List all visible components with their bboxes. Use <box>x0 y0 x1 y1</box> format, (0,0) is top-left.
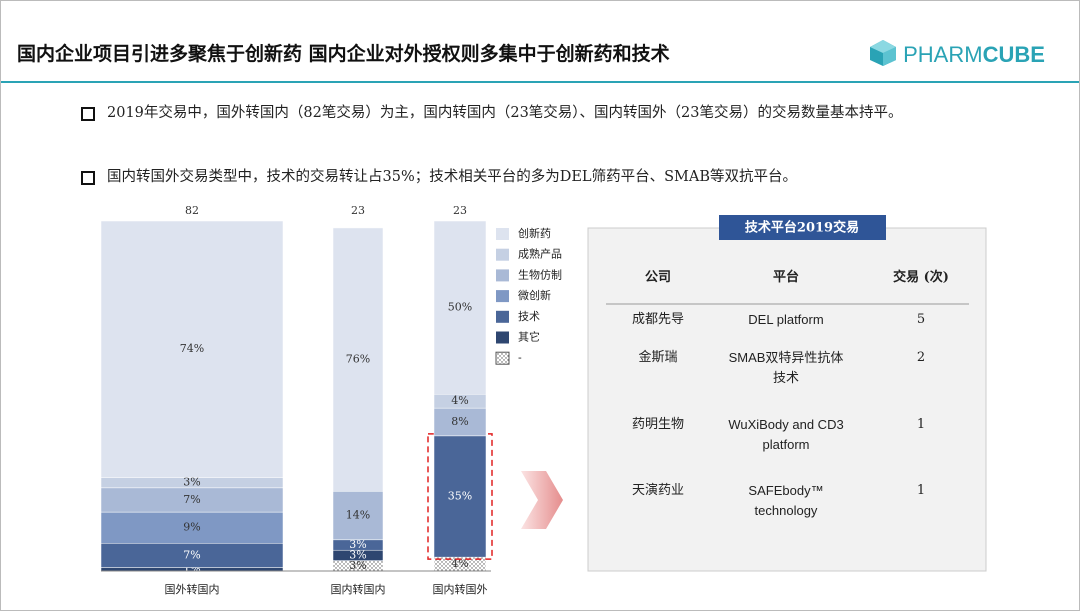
bar-segment <box>100 511 284 544</box>
value-label: 7% <box>183 493 200 506</box>
bar-segment <box>100 543 284 568</box>
value-label: 9% <box>183 521 200 534</box>
bar-segment <box>100 220 284 478</box>
legend-swatch <box>496 331 509 344</box>
slide-title: 国内企业项目引进多聚焦于创新药 国内企业对外授权则多集中于创新药和技术 <box>17 43 670 65</box>
bar-segment <box>332 491 384 541</box>
table-cell: SAFEbody™ technology <box>748 483 824 518</box>
table-cell: WuXiBody and CD3 platform <box>728 417 844 452</box>
legend-label: - <box>518 351 522 364</box>
logo: PHARMCUBE <box>869 39 1045 68</box>
legend-swatch <box>495 351 510 365</box>
bar-segment <box>433 435 487 558</box>
table-cell: 药明生物 <box>631 417 685 432</box>
table-header: 平台 <box>772 270 800 285</box>
bullet: 2019年交易中，国外转国内（82笔交易）为主，国内转国内（23笔交易）、国内转… <box>81 97 931 129</box>
table-cell: 天演药业 <box>631 483 685 498</box>
header-rule <box>1 81 1079 83</box>
legend-swatch <box>496 269 509 282</box>
table-header: 交易 (次) <box>893 270 949 285</box>
table-cell: DEL platform <box>748 312 824 327</box>
value-label: 7% <box>183 548 200 561</box>
table-cell: 2 <box>916 350 926 365</box>
total-label: 23 <box>351 204 365 217</box>
value-label: 3% <box>349 538 366 551</box>
table-cell: 1 <box>916 417 926 432</box>
value-label: 35% <box>448 489 472 502</box>
bullet: 国内转国外交易类型中，技术的交易转让占35%；技术相关平台的多为DEL筛药平台、… <box>81 161 931 193</box>
total-label: 82 <box>185 204 199 217</box>
bar-segment <box>332 227 384 492</box>
x-tick-label: 国内转国外 <box>433 582 488 596</box>
table-header: 公司 <box>644 270 672 285</box>
legend-label: 其它 <box>518 330 540 344</box>
table-title: 技术平台2019交易 <box>745 220 859 236</box>
bar-segment <box>100 487 284 513</box>
x-tick-label: 国内转国内 <box>331 582 386 596</box>
bar-segment <box>433 407 487 437</box>
table-cell: 5 <box>916 312 926 327</box>
bar-segment <box>433 220 487 395</box>
logo-text: PHARM <box>903 42 983 67</box>
legend-swatch <box>496 228 509 240</box>
value-label: 76% <box>346 353 370 366</box>
value-label: 3% <box>183 476 200 489</box>
table-panel <box>587 227 987 572</box>
table-cell: 1 <box>916 483 926 498</box>
legend-label: 技术 <box>518 310 540 323</box>
legend-swatch <box>496 310 509 323</box>
value-label: 50% <box>448 301 472 314</box>
legend-label: 创新药 <box>518 226 551 240</box>
value-label: 4% <box>451 394 468 407</box>
legend-label: 微创新 <box>518 288 551 302</box>
table-cell: 成都先导 <box>631 312 685 327</box>
legend-swatch <box>496 248 509 261</box>
value-label: 4% <box>451 557 468 570</box>
logo-text-bold: CUBE <box>982 42 1045 67</box>
value-label: 3% <box>349 548 366 561</box>
value-label: 8% <box>451 415 468 428</box>
legend-label: 成熟产品 <box>518 247 562 261</box>
table-title-box <box>719 215 886 240</box>
logo-icon <box>870 40 896 66</box>
value-label: 3% <box>349 559 366 572</box>
legend-swatch <box>496 290 509 303</box>
legend-label: 生物仿制 <box>518 267 562 281</box>
x-tick-label: 国外转国内 <box>165 582 220 596</box>
table-cell: SMAB双特异性抗体技术 <box>728 350 844 385</box>
value-label: 14% <box>346 509 370 522</box>
table-cell: 金斯瑞 <box>638 350 678 365</box>
total-label: 23 <box>453 204 467 217</box>
value-label: 74% <box>180 342 204 355</box>
arrow <box>521 471 563 529</box>
